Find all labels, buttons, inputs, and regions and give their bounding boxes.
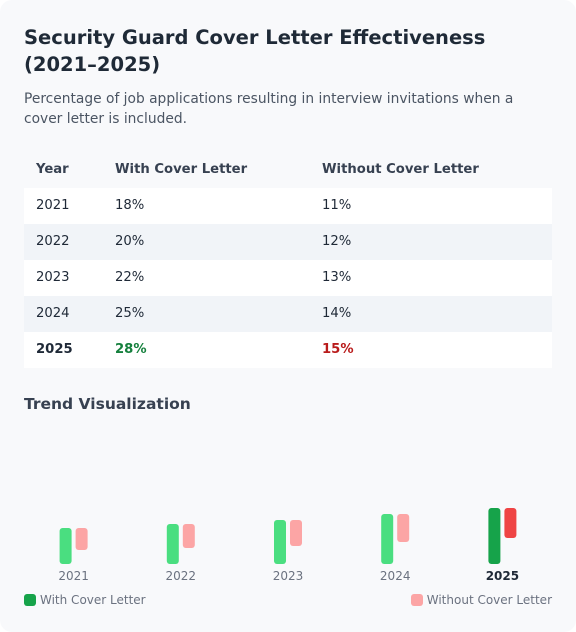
year-cell: 2022 [36, 234, 70, 249]
table-row: 2021 18% 11% [24, 188, 552, 224]
year-cell: 2024 [36, 306, 70, 321]
year-cell: 2023 [36, 270, 70, 285]
data-table: Year With Cover Letter Without Cover Let… [24, 152, 552, 368]
x-tick-label: 2025 [486, 569, 519, 583]
without-cell: 11% [322, 198, 352, 213]
bar-without-2022 [182, 524, 195, 548]
table-row: 2022 20% 12% [24, 224, 552, 260]
x-tick-label: 2021 [58, 569, 89, 583]
page-subtitle: Percentage of job applications resulting… [24, 91, 514, 127]
bar-with-2025 [488, 508, 501, 564]
x-tick-label: 2022 [166, 569, 197, 583]
table-row: 2024 25% 14% [24, 296, 552, 332]
legend-without: Without Cover Letter [410, 592, 552, 608]
without-cell: 13% [322, 270, 352, 285]
without-cell: 12% [322, 234, 352, 249]
legend-swatch-with [24, 594, 36, 606]
trend-section-title: Trend Visualization [24, 395, 191, 413]
x-tick-label: 2023 [273, 569, 304, 583]
table-row: 2023 22% 13% [24, 260, 552, 296]
column-header-year: Year [36, 162, 69, 177]
with-cell: 25% [115, 306, 145, 321]
bar-without-2023 [290, 520, 302, 546]
x-tick-label: 2024 [380, 569, 411, 583]
legend-with: With Cover Letter [24, 592, 146, 608]
legend-swatch-without [410, 594, 423, 606]
trend-bar-chart: 2021 2022 2023 2024 2025 [58, 508, 519, 583]
column-header-with: With Cover Letter [115, 162, 248, 177]
with-cell: 18% [115, 198, 145, 213]
legend-label-with: With Cover Letter [40, 593, 146, 607]
table-header-row: Year With Cover Letter Without Cover Let… [24, 152, 552, 188]
bar-with-2022 [166, 524, 179, 564]
year-cell: 2025 [36, 342, 73, 357]
table-row-highlight: 2025 28% 15% [24, 332, 552, 368]
legend-label-without: Without Cover Letter [426, 593, 552, 607]
bar-without-2024 [397, 514, 410, 542]
column-header-without: Without Cover Letter [322, 162, 479, 177]
bar-with-2023 [274, 520, 286, 564]
with-cell: 20% [115, 234, 145, 249]
year-cell: 2021 [36, 198, 70, 213]
page-title: Security Guard Cover Letter Effectivenes… [24, 26, 486, 76]
bar-without-2025 [504, 508, 517, 538]
without-cell: 15% [322, 342, 354, 357]
bar-with-2024 [381, 514, 394, 564]
without-cell: 14% [322, 306, 352, 321]
bar-with-2021 [59, 528, 72, 564]
bar-without-2021 [75, 528, 88, 550]
with-cell: 22% [115, 270, 145, 285]
with-cell: 28% [115, 342, 147, 357]
